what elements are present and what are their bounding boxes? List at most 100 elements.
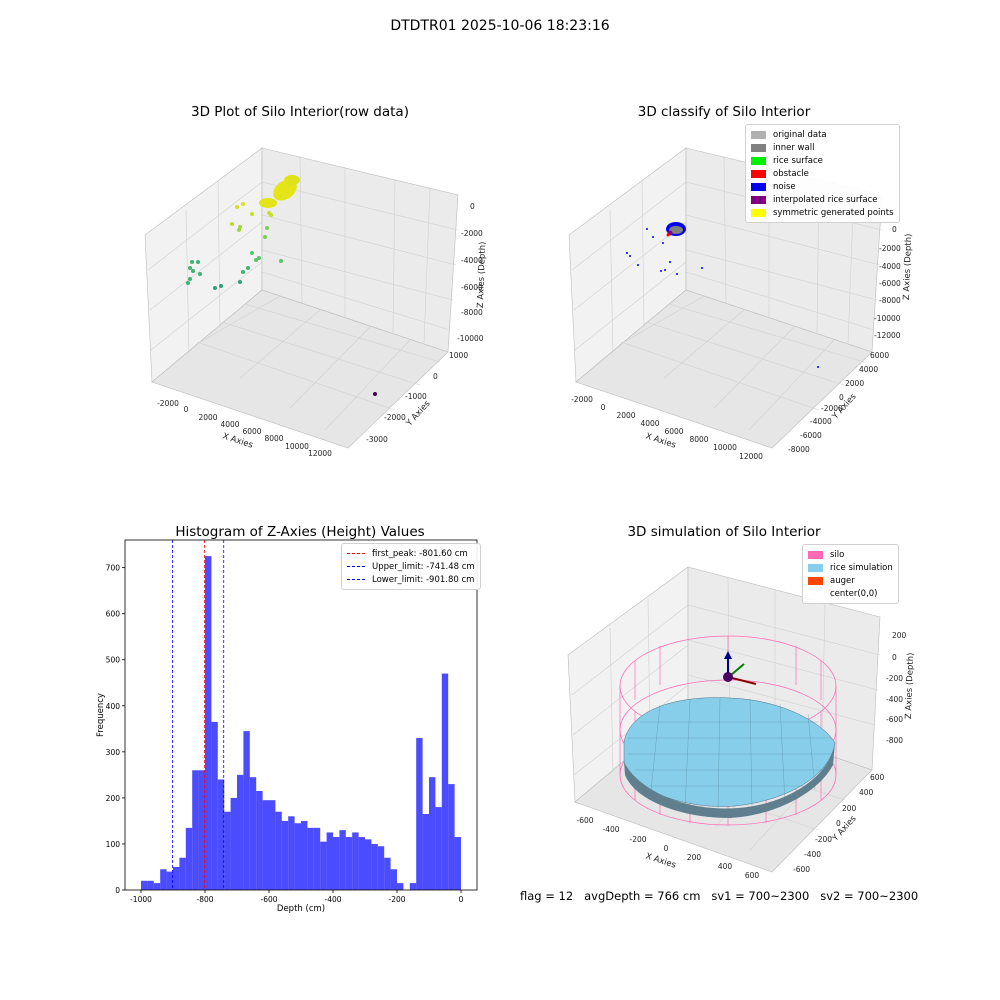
histogram-bar — [179, 857, 186, 890]
legend-item-upper-limit: Upper_limit: -741.48 cm — [347, 560, 475, 573]
classify-y-tick: 0 — [839, 393, 844, 402]
histogram-bar — [237, 774, 244, 890]
simulation-y-label: Y Axies — [830, 813, 859, 844]
raw-x-tick: 2000 — [198, 413, 217, 422]
histogram-y-tick-label: 300 — [106, 748, 121, 757]
classify-x-tick: 8000 — [689, 435, 708, 444]
histogram-bar — [441, 673, 449, 890]
raw-z-tick: -10000 — [457, 334, 484, 343]
histogram-bar — [205, 556, 212, 890]
simulation-x-tick: -400 — [602, 825, 619, 834]
histogram-bar — [256, 790, 263, 890]
legend-swatch — [751, 208, 766, 217]
classify-x-ticks: -2000 0 2000 4000 6000 8000 10000 12000 — [571, 395, 763, 461]
classify-y-tick: -4000 — [810, 417, 832, 426]
raw-z-tick: -8000 — [461, 308, 483, 317]
simulation-y-tick: -600 — [793, 865, 810, 874]
legend-item-first-peak: first_peak: -801.60 cm — [347, 547, 475, 560]
histogram-x-label: Depth (cm) — [277, 904, 325, 914]
legend-item-symmetric-generated-points: symmetric generated points — [751, 206, 894, 219]
legend-label: symmetric generated points — [773, 207, 894, 218]
simulation-z-label: Z Axies (Depth) — [904, 652, 916, 719]
raw-y-tick: 0 — [433, 372, 438, 381]
raw-x-ticks: -2000 0 2000 4000 6000 8000 10000 12000 — [157, 399, 332, 458]
classify-z-tick: -6000 — [879, 279, 901, 288]
histogram-y-tick-label: 100 — [106, 840, 121, 849]
classify-y-tick: 4000 — [859, 365, 878, 374]
classify-z-ticks: 0 -2000 -4000 -6000 -8000 -10000 -12000 — [874, 225, 901, 340]
classify-z-tick: -10000 — [874, 314, 901, 323]
simulation-y-tick: -200 — [815, 835, 832, 844]
histogram-bar — [339, 830, 346, 890]
histogram-bar — [147, 880, 154, 890]
legend-label: noise — [773, 181, 796, 192]
histogram-y-label: Frequency — [96, 693, 106, 737]
histogram-bar — [166, 871, 173, 890]
classify-z-tick: 0 — [892, 225, 897, 234]
histogram-bar — [153, 883, 161, 890]
simulation-z-tick: -400 — [886, 695, 903, 704]
classify-y-tick: -8000 — [788, 445, 810, 454]
legend-label: auger — [830, 575, 855, 586]
histogram-bar — [217, 779, 225, 890]
histogram-bar — [326, 832, 333, 890]
legend-line — [347, 579, 365, 580]
auger-and-center — [723, 651, 757, 685]
legend-label: interpolated rice surface — [773, 194, 878, 205]
legend-swatch — [751, 143, 766, 152]
histogram-y-tick-label: 200 — [106, 794, 121, 803]
legend-swatch — [751, 182, 766, 191]
histogram-bar — [384, 857, 391, 890]
histogram-bar — [185, 827, 193, 890]
histogram-bar — [365, 839, 372, 890]
raw-x-tick: 8000 — [264, 434, 283, 443]
raw-axes-panes — [144, 147, 459, 449]
histogram-bar — [288, 816, 295, 890]
raw-x-tick: 10000 — [285, 442, 309, 451]
raw-x-tick: -2000 — [157, 399, 179, 408]
simulation-y-tick: -400 — [804, 850, 821, 859]
legend-swatch — [751, 156, 766, 165]
raw-plot-title: 3D Plot of Silo Interior(row data) — [191, 104, 409, 120]
classify-x-tick: 4000 — [640, 419, 659, 428]
simulation-z-tick: -800 — [886, 736, 903, 745]
histogram-y-ticks: 0 100 200 300 400 500 600 700 — [106, 564, 125, 895]
simulation-x-label: X Axies — [644, 851, 677, 870]
histogram-y-tick-label: 500 — [106, 656, 121, 665]
raw-z-tick: 0 — [470, 202, 475, 211]
raw-x-tick: 4000 — [220, 420, 239, 429]
figure-title: DTDTR01 2025-10-06 18:23:16 — [390, 18, 610, 34]
histogram-chart: -1000 -800 -600 -400 -200 0 0 100 200 300 400 500 6… — [96, 539, 478, 914]
histogram-bar — [454, 837, 461, 890]
histogram-bar — [249, 777, 257, 890]
legend-item-obstacle: obstacle — [751, 167, 894, 180]
histogram-y-tick-label: 600 — [106, 610, 121, 619]
histogram-x-tick-label: -200 — [388, 895, 405, 904]
histogram-bar — [345, 837, 353, 890]
histogram-bar — [141, 880, 148, 890]
classify-points — [626, 222, 819, 368]
histogram-bar — [397, 883, 404, 890]
legend-item-rice-surface: rice surface — [751, 154, 894, 167]
simulation-legend: silo rice simulation auger center(0,0) — [802, 544, 899, 604]
raw-points — [186, 175, 377, 396]
simulation-z-tick: -200 — [886, 674, 903, 683]
raw-3d-plot: -2000 0 2000 4000 6000 8000 10000 12000 … — [144, 147, 488, 458]
classify-z-tick: -12000 — [874, 331, 901, 340]
legend-line — [347, 566, 365, 567]
classify-x-tick: 2000 — [616, 411, 635, 420]
histogram-x-tick-label: -400 — [324, 895, 341, 904]
raw-y-tick: 1000 — [449, 351, 468, 360]
simulation-y-tick: 400 — [859, 788, 874, 797]
classify-y-tick: 6000 — [870, 351, 889, 360]
classify-y-tick: -6000 — [800, 431, 822, 440]
histogram-bar — [333, 837, 340, 890]
raw-y-tick: -1000 — [405, 392, 427, 401]
raw-x-tick: 12000 — [308, 449, 332, 458]
classify-z-tick: -4000 — [879, 262, 901, 271]
histogram-x-ticks: -1000 -800 -600 -400 -200 0 — [130, 890, 464, 904]
legend-swatch — [751, 195, 766, 204]
histogram-bar — [352, 832, 359, 890]
histogram-x-tick-label: -800 — [196, 895, 213, 904]
classify-x-tick: 6000 — [664, 427, 683, 436]
